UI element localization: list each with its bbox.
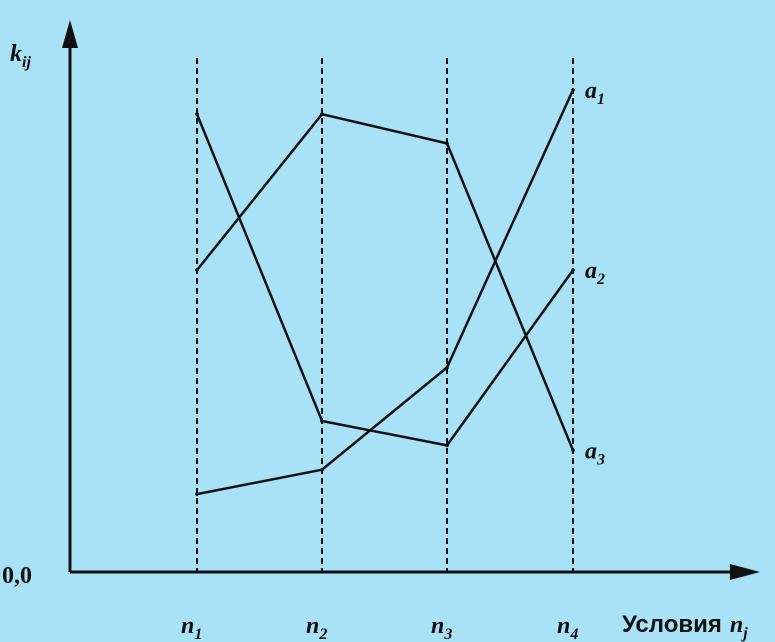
series-point <box>320 419 324 423</box>
series-point <box>445 365 449 370</box>
x-tick-labels: n1 n2 n3 n4 <box>181 613 578 642</box>
y-axis-arrow-icon <box>62 20 78 48</box>
series-point <box>195 492 199 496</box>
series-point <box>320 467 324 472</box>
x-tick-label: n4 <box>557 613 578 642</box>
series-label: a2 <box>585 258 605 288</box>
series-labels: a1 a2 a3 <box>585 78 605 468</box>
series-point <box>571 448 575 453</box>
series-point <box>445 141 449 146</box>
origin-label: 0,0 <box>2 563 32 589</box>
series-label: a1 <box>585 78 605 108</box>
axes <box>62 20 760 580</box>
series-point <box>445 443 449 448</box>
series-point <box>571 88 575 92</box>
series-point <box>571 268 575 272</box>
series-lines <box>195 88 575 496</box>
series-line-a3 <box>195 113 575 447</box>
y-axis-label: kij <box>10 41 31 71</box>
x-tick-label: n3 <box>431 613 452 642</box>
series-line-a2 <box>196 112 575 451</box>
series-point <box>195 112 199 116</box>
x-axis-label: Условия nj <box>622 611 748 642</box>
series-point <box>320 112 324 116</box>
x-tick-label: n1 <box>181 613 202 642</box>
x-axis-arrow-icon <box>730 564 760 580</box>
series-point <box>195 268 199 272</box>
series-label: a3 <box>585 438 605 468</box>
x-tick-label: n2 <box>306 613 327 642</box>
series-line-a1 <box>196 89 575 496</box>
